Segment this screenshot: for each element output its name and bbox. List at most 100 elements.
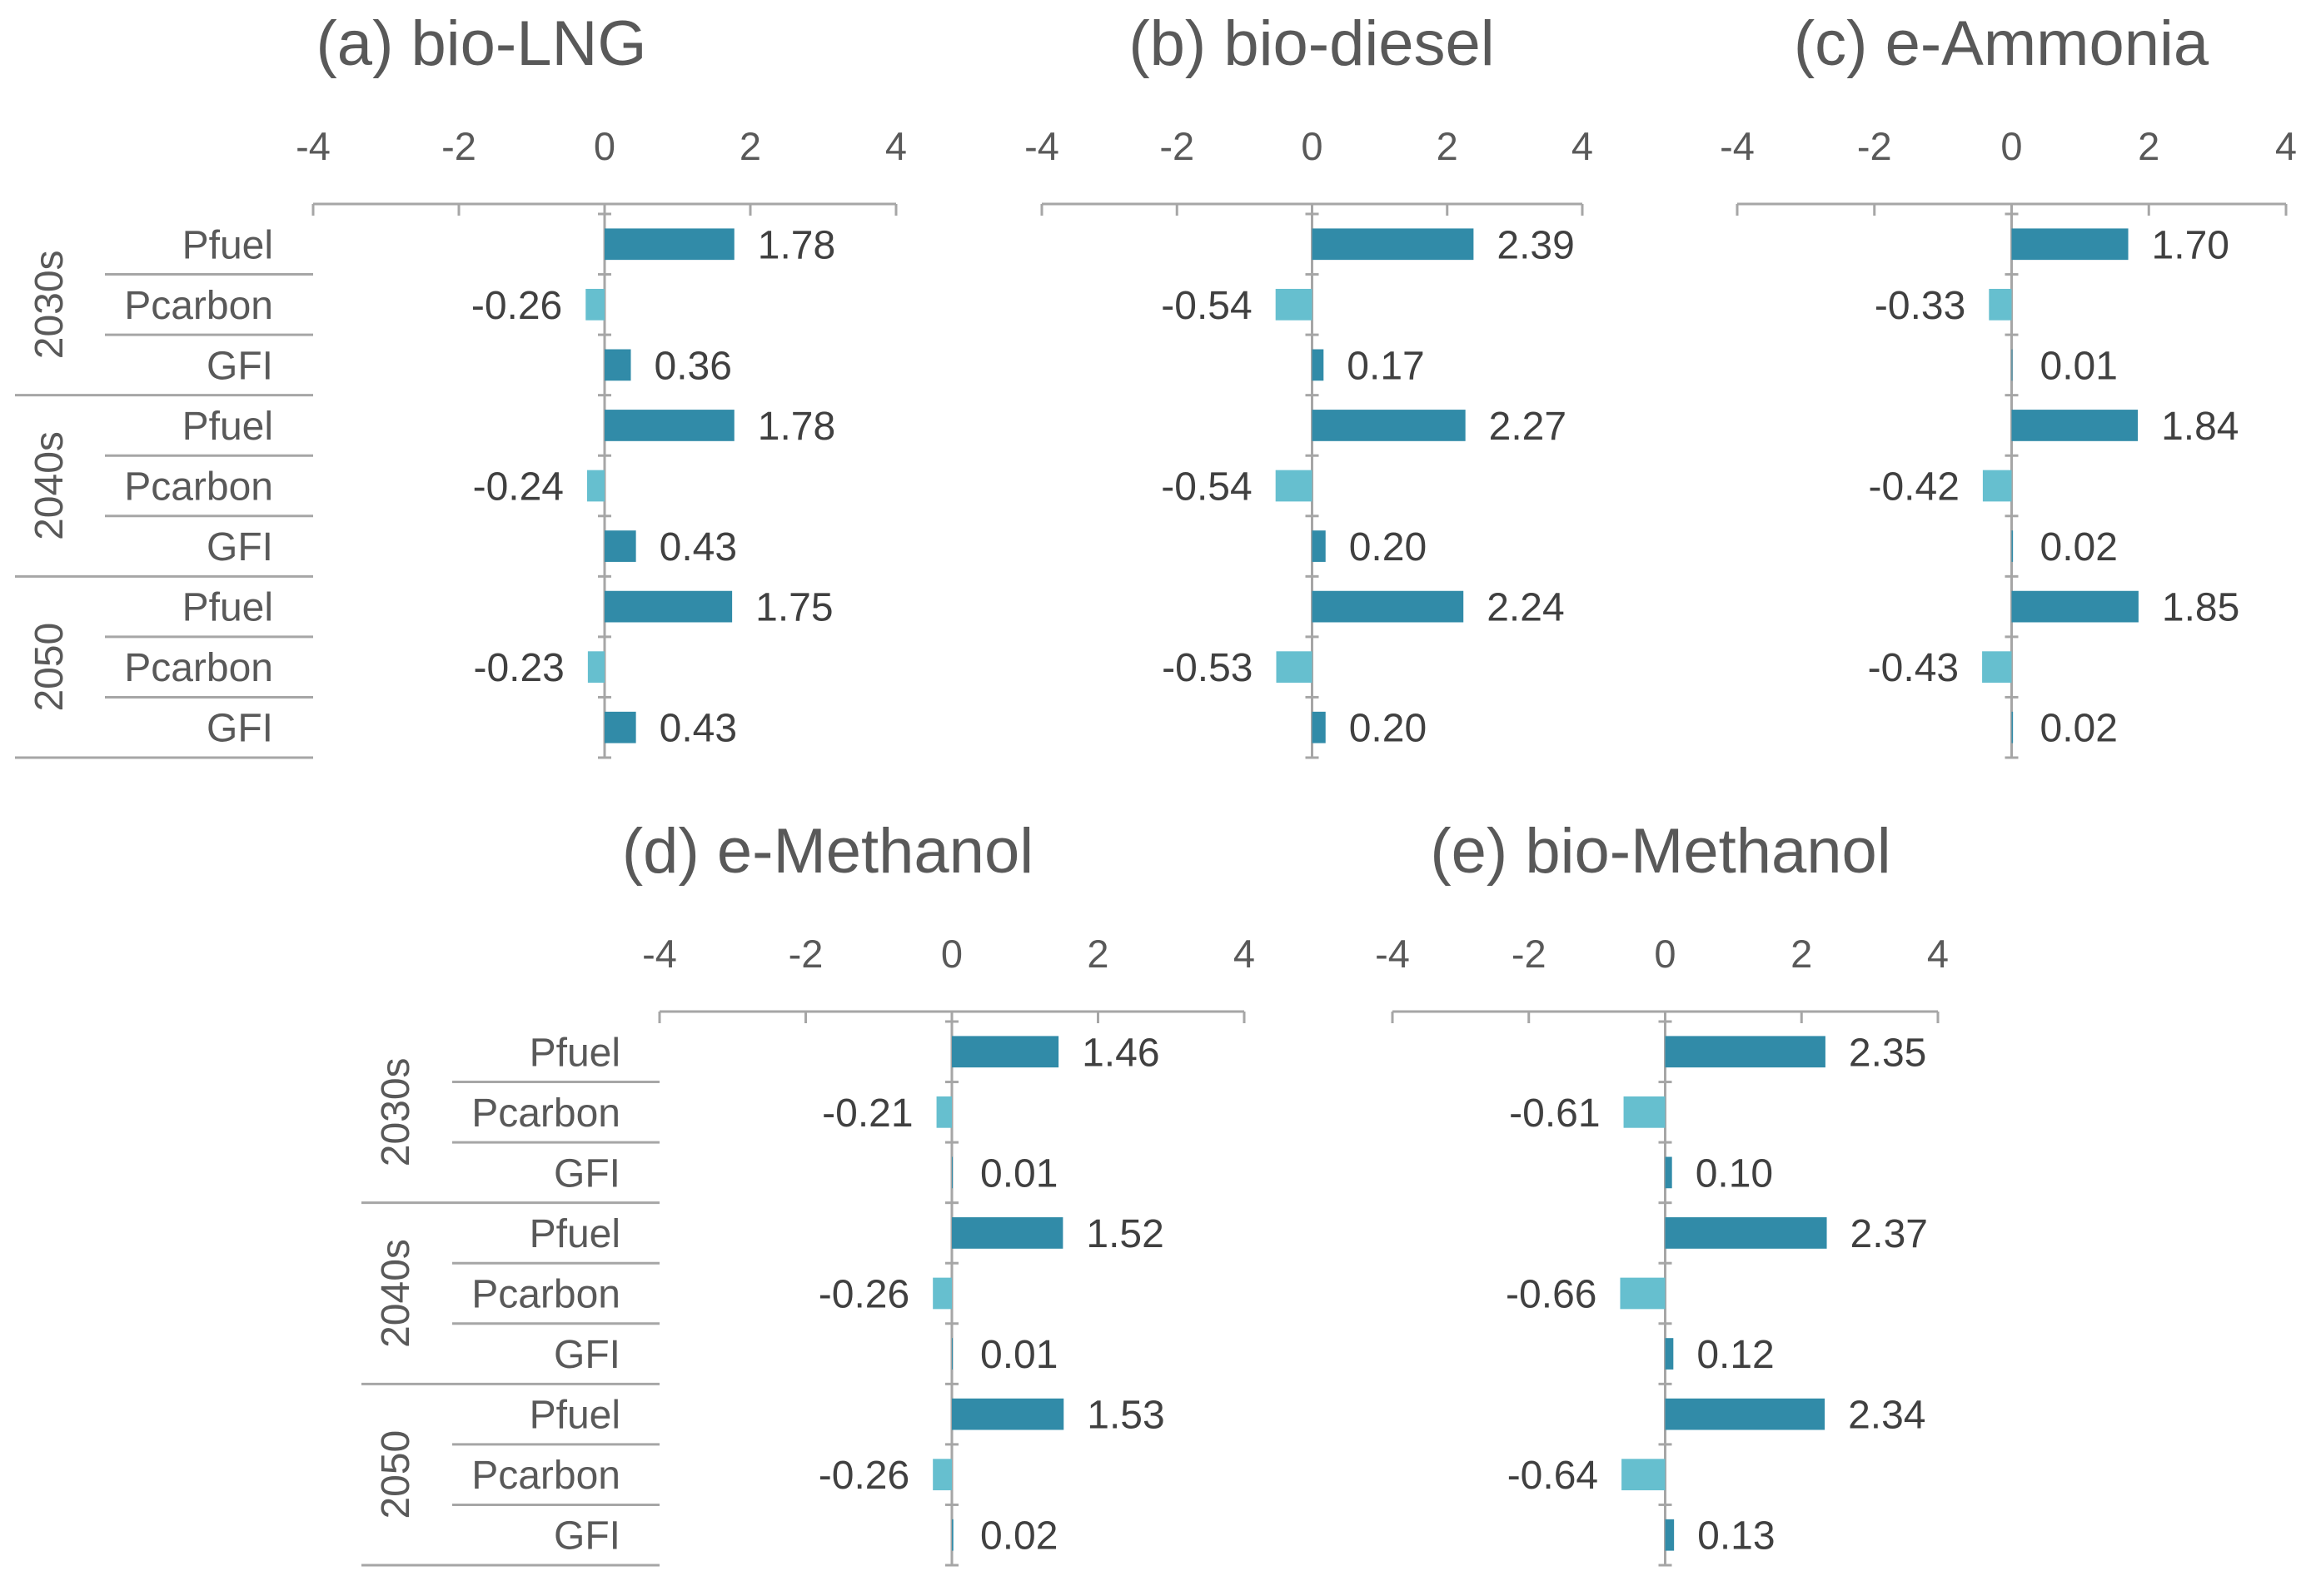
x-tick-label: 2 <box>2138 124 2159 168</box>
data-label: 0.01 <box>980 1151 1058 1196</box>
bar <box>605 530 636 562</box>
chart-panel-4: (d) e-Methanol -4 -2 0 2 4 Pfuel Pcarbon GFI Pfue… <box>361 816 1255 1567</box>
bar <box>1312 410 1466 441</box>
bar <box>1312 530 1326 562</box>
chart-title: (a) bio-LNG <box>316 8 647 79</box>
chart-panel-3: (c) e-Ammonia -4 -2 0 2 4 1.70 -0.33 0.01 1.84 -0.… <box>1720 8 2297 759</box>
x-tick-label: 0 <box>594 124 615 168</box>
bar <box>605 711 636 743</box>
bar <box>605 410 735 441</box>
x-tick-label: 4 <box>885 124 907 168</box>
x-tick-label: 0 <box>2000 124 2022 168</box>
data-label: 0.02 <box>2040 525 2118 569</box>
data-label: -0.43 <box>1868 646 1959 690</box>
x-tick-label: -4 <box>1720 124 1755 168</box>
bar <box>1989 288 2012 321</box>
x-tick-label: -4 <box>296 124 331 168</box>
bar <box>1665 1338 1674 1370</box>
category-label: GFI <box>207 707 273 751</box>
x-tick-label: 2 <box>1087 932 1108 976</box>
data-label: 0.20 <box>1349 525 1427 569</box>
data-label: 1.78 <box>758 405 835 449</box>
data-label: 0.02 <box>980 1514 1058 1559</box>
bar <box>1665 1036 1825 1068</box>
category-label: Pfuel <box>530 1031 620 1075</box>
data-label: 0.43 <box>660 525 737 569</box>
data-label: -0.33 <box>1875 284 1965 328</box>
data-label: 0.02 <box>2040 707 2118 751</box>
group-label: 2040s <box>27 431 72 540</box>
chart-panel-1: (a) bio-LNG -4 -2 0 2 4 Pfuel Pcarbon GFI Pfuel Pc… <box>15 8 907 759</box>
data-label: 0.43 <box>660 707 737 751</box>
data-label: 2.37 <box>1850 1212 1928 1256</box>
group-label: 2050 <box>374 1430 418 1519</box>
x-tick-label: -2 <box>789 932 824 976</box>
data-label: 0.12 <box>1696 1333 1774 1377</box>
data-label: -0.64 <box>1507 1454 1598 1498</box>
data-label: 0.20 <box>1349 707 1427 751</box>
category-label: Pcarbon <box>471 1273 620 1317</box>
group-label: 2030s <box>27 250 72 359</box>
group-label: 2050 <box>27 623 72 712</box>
bar <box>1275 470 1312 502</box>
bar <box>952 1036 1059 1068</box>
x-tick-label: 4 <box>2275 124 2297 168</box>
category-label: Pfuel <box>530 1212 620 1256</box>
bar <box>1620 1277 1666 1310</box>
data-label: 0.13 <box>1697 1514 1775 1559</box>
bar <box>1665 1398 1825 1430</box>
bar <box>1665 1156 1672 1189</box>
data-label: 1.70 <box>2152 223 2229 267</box>
bar <box>952 1519 954 1551</box>
bar <box>1621 1459 1666 1491</box>
category-label: GFI <box>554 1514 620 1559</box>
data-label: -0.23 <box>473 646 564 690</box>
x-tick-label: 4 <box>1233 932 1255 976</box>
data-label: -0.54 <box>1161 284 1252 328</box>
x-tick-label: 0 <box>1301 124 1322 168</box>
data-label: 2.39 <box>1497 223 1574 267</box>
category-label: Pcarbon <box>471 1454 620 1498</box>
data-label: -0.21 <box>822 1091 913 1136</box>
x-tick-label: -4 <box>642 932 677 976</box>
bar <box>952 1338 953 1370</box>
x-tick-label: 2 <box>1790 932 1812 976</box>
data-label: -0.54 <box>1161 465 1252 510</box>
category-label: Pcarbon <box>124 646 273 690</box>
bar <box>1312 228 1474 261</box>
bar <box>933 1277 952 1310</box>
data-label: -0.26 <box>819 1454 909 1498</box>
bar <box>2011 530 2014 562</box>
x-tick-label: 4 <box>1571 124 1593 168</box>
data-label: 0.01 <box>2040 344 2118 388</box>
chart-title: (c) e-Ammonia <box>1794 8 2209 79</box>
group-label: 2040s <box>374 1239 418 1348</box>
bar <box>587 651 605 684</box>
bar <box>952 1217 1063 1249</box>
chart-panel-5: (e) bio-Methanol -4 -2 0 2 4 2.35 -0.61 0.10 2.37… <box>1375 816 1949 1567</box>
category-label: Pcarbon <box>124 465 273 510</box>
category-label: Pfuel <box>530 1394 620 1438</box>
bar <box>2011 590 2139 623</box>
x-tick-label: 2 <box>1437 124 1458 168</box>
bar <box>1312 349 1324 381</box>
bar <box>2011 711 2014 743</box>
data-label: 2.34 <box>1848 1394 1925 1438</box>
bar <box>587 470 605 502</box>
x-tick-label: -2 <box>1159 124 1194 168</box>
chart-title: (b) bio-diesel <box>1128 8 1494 79</box>
category-label: Pfuel <box>182 405 273 449</box>
category-label: Pfuel <box>182 586 273 630</box>
x-tick-label: 2 <box>740 124 761 168</box>
category-label: GFI <box>554 1151 620 1196</box>
bar <box>952 1156 953 1189</box>
category-label: Pcarbon <box>471 1091 620 1136</box>
bar <box>2011 410 2139 441</box>
category-label: GFI <box>554 1333 620 1377</box>
data-label: 0.17 <box>1347 344 1424 388</box>
bar <box>1623 1096 1666 1128</box>
bar <box>2011 228 2129 261</box>
data-label: 2.35 <box>1849 1031 1926 1075</box>
bar <box>1665 1217 1827 1249</box>
